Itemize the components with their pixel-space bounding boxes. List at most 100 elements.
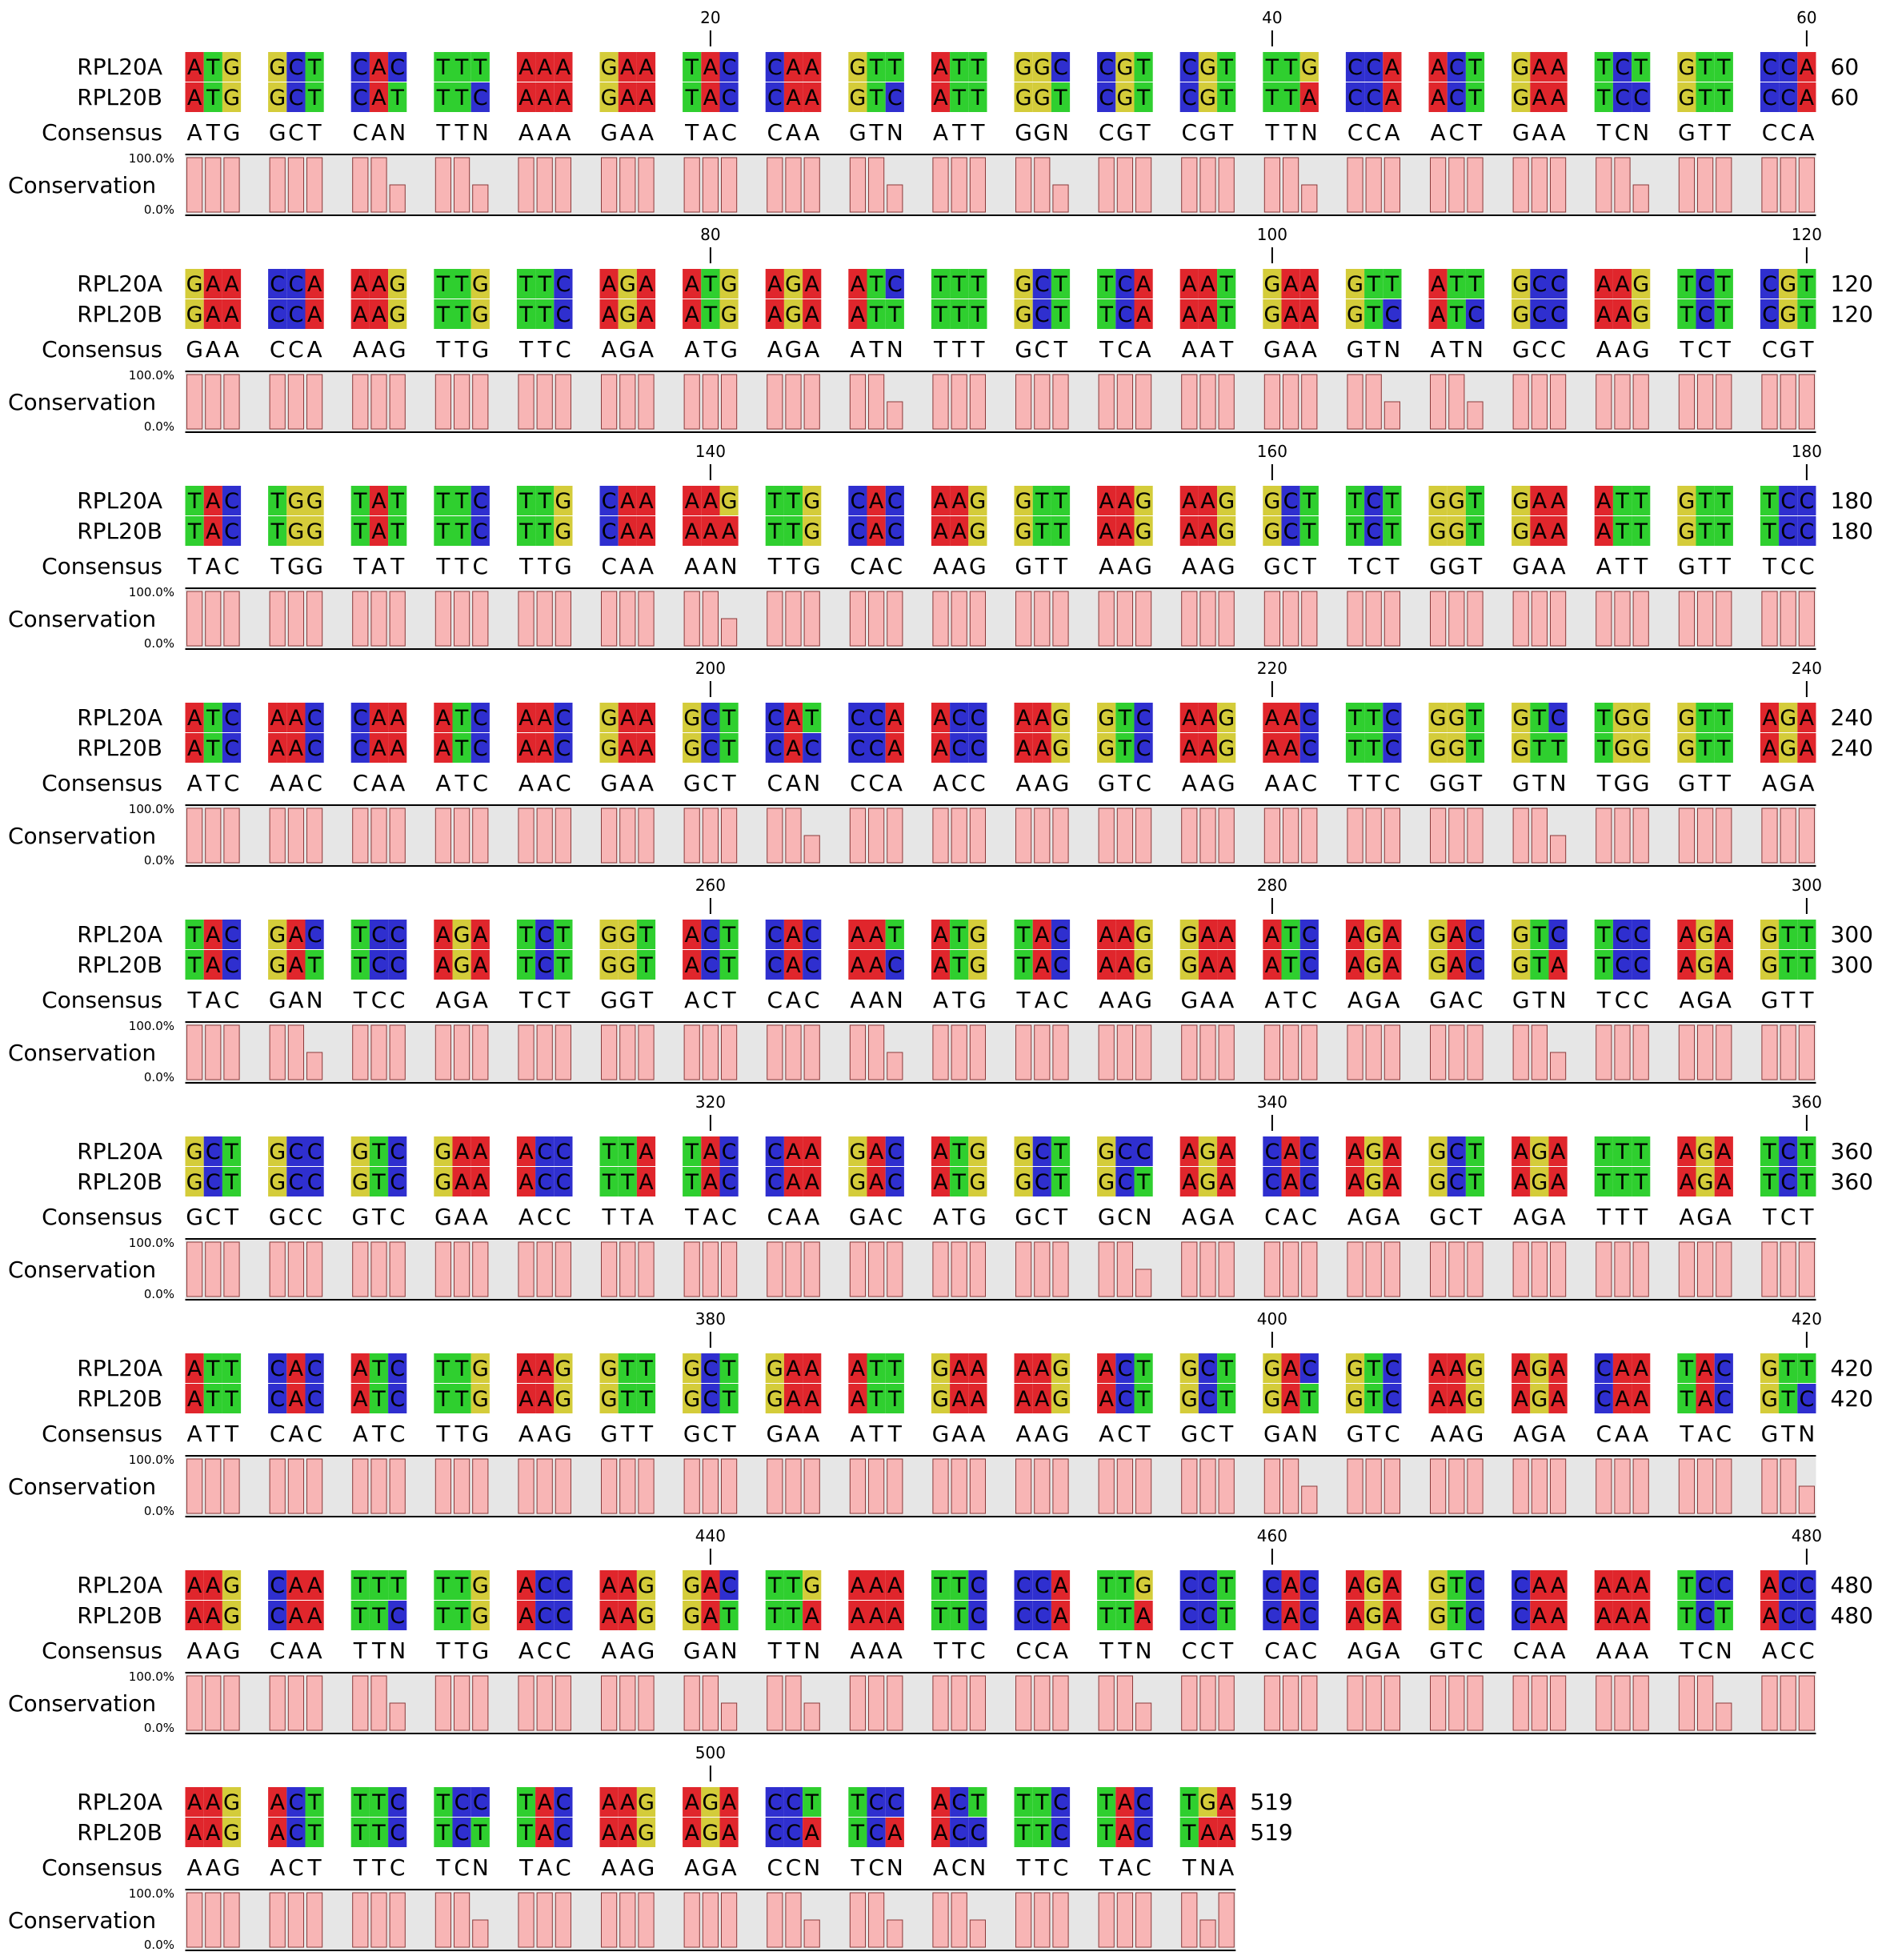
nucleotide-letter: A [851, 1604, 866, 1629]
nucleotide-letter: T [1680, 1573, 1694, 1598]
nucleotide-letter: T [371, 1387, 386, 1412]
conservation-bar [389, 591, 406, 647]
nucleotide-letter: C [1468, 1604, 1483, 1629]
conservation-axis-top: 100.0% [129, 1019, 174, 1033]
nucleotide-letter: C [555, 303, 571, 327]
conservation-bar [1632, 591, 1649, 647]
nucleotide-cell [1263, 703, 1282, 732]
conservation-bar [1365, 1458, 1382, 1514]
nucleotide-letter: T [1449, 303, 1464, 327]
consensus-letter: C [1035, 336, 1051, 363]
conservation-bar [1034, 374, 1051, 430]
nucleotide-cell [268, 52, 287, 82]
conservation-axis-bottom: 0.0% [144, 202, 174, 217]
nucleotide-letter: C [1762, 55, 1777, 80]
nucleotide-letter: G [1218, 519, 1235, 544]
conservation-bar [472, 808, 489, 864]
nucleotide-letter: C [473, 489, 488, 514]
consensus-letter: G [1052, 770, 1070, 796]
nucleotide-cell [286, 950, 306, 980]
nucleotide-cell [1032, 1787, 1051, 1817]
nucleotide-cell [1097, 733, 1116, 763]
nucleotide-cell [803, 82, 822, 112]
nucleotide-letter: C [767, 923, 783, 948]
nucleotide-letter: A [206, 1821, 221, 1846]
nucleotide-letter: A [602, 303, 617, 327]
consensus-letter: N [1135, 1637, 1152, 1664]
conservation-bar [1347, 157, 1363, 213]
nucleotide-cell [1263, 1601, 1282, 1630]
consensus-letter: G [1347, 336, 1364, 363]
nucleotide-letter: T [1800, 272, 1814, 297]
nucleotide-letter: A [1265, 736, 1280, 761]
nucleotide-cell [1512, 920, 1531, 949]
consensus-letter: C [703, 770, 719, 796]
consensus-letter: T [684, 1204, 699, 1230]
nucleotide-cell [1632, 82, 1651, 112]
consensus-letter: A [684, 553, 699, 579]
nucleotide-letter: C [850, 489, 865, 514]
consensus-letter: A [639, 336, 654, 363]
nucleotide-letter: C [1264, 1604, 1279, 1629]
conservation-bar [767, 808, 783, 864]
nucleotide-letter: C [1182, 86, 1197, 110]
nucleotide-cell [1612, 703, 1632, 732]
sequence-name: RPL20B [77, 735, 162, 761]
conservation-bar [1015, 1024, 1032, 1080]
nucleotide-cell [535, 299, 555, 329]
nucleotide-letter: C [1780, 1604, 1796, 1629]
consensus-letter: G [1512, 119, 1530, 146]
nucleotide-cell [286, 486, 306, 515]
consensus-letter: T [869, 1421, 884, 1447]
nucleotide-cell [968, 1818, 987, 1847]
nucleotide-cell [1548, 1353, 1568, 1383]
nucleotide-cell [1428, 1353, 1448, 1383]
nucleotide-letter: T [1615, 519, 1629, 544]
consensus-letter: C [288, 1854, 304, 1881]
nucleotide-letter: C [1780, 1170, 1796, 1195]
conservation-bar [223, 1458, 240, 1514]
consensus-letter: G [1429, 770, 1447, 796]
nucleotide-cell [968, 1167, 987, 1196]
nucleotide-cell [719, 82, 739, 112]
consensus-letter: N [1199, 1854, 1216, 1881]
consensus-letter: C [537, 987, 553, 1013]
consensus-letter: A [270, 1854, 285, 1881]
nucleotide-letter: A [1449, 953, 1464, 978]
consensus-letter: T [1633, 1204, 1648, 1230]
nucleotide-letter: T [1615, 1170, 1629, 1195]
nucleotide-cell [803, 1384, 822, 1413]
nucleotide-letter: T [1680, 272, 1694, 297]
nucleotide-letter: G [555, 489, 571, 514]
nucleotide-letter: T [1302, 489, 1316, 514]
nucleotide-cell [1548, 299, 1568, 329]
nucleotide-letter: C [1780, 489, 1796, 514]
nucleotide-letter: G [601, 953, 618, 978]
conservation-bar [638, 1241, 655, 1297]
nucleotide-letter: G [1181, 1357, 1198, 1381]
nucleotide-cell [1594, 1167, 1613, 1196]
nucleotide-cell [719, 269, 739, 299]
consensus-letter: T [270, 553, 285, 579]
nucleotide-cell [931, 516, 951, 546]
nucleotide-letter: C [767, 86, 783, 110]
nucleotide-letter: T [971, 1790, 985, 1815]
nucleotide-cell [535, 82, 555, 112]
conservation-bar [1531, 1675, 1548, 1731]
conservation-bar [1596, 591, 1612, 647]
conservation-bar [1283, 591, 1299, 647]
conservation-bar [849, 1458, 867, 1514]
consensus-letter: A [1264, 987, 1279, 1013]
conservation-bar [803, 157, 820, 213]
nucleotide-cell [683, 82, 702, 112]
nucleotide-letter: A [307, 1573, 322, 1598]
nucleotide-cell [950, 516, 969, 546]
consensus-letter: G [1015, 1204, 1032, 1230]
nucleotide-letter: A [1615, 1387, 1630, 1412]
nucleotide-letter: T [1800, 1357, 1814, 1381]
nucleotide-letter: G [683, 706, 700, 731]
consensus-letter: G [1448, 770, 1465, 796]
conservation-label: Conservation [8, 172, 156, 198]
nucleotide-letter: T [1099, 303, 1113, 327]
nucleotide-letter: A [1800, 736, 1815, 761]
